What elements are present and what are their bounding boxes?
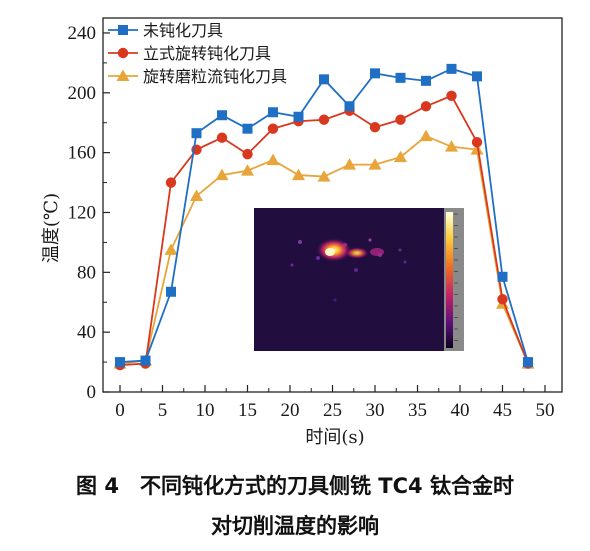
x-tick-label: 20: [281, 400, 300, 421]
x-tick-label: 40: [451, 400, 470, 421]
legend-label: 未钝化刀具: [143, 21, 223, 40]
marker-square: [370, 68, 380, 79]
marker-square: [344, 101, 355, 112]
marker-square: [217, 110, 227, 121]
marker-square: [140, 355, 151, 366]
marker-square: [166, 286, 176, 297]
y-tick-label: 40: [77, 322, 96, 343]
marker-square: [523, 357, 533, 368]
marker-triangle: [116, 69, 130, 81]
legend-label: 立式旋转钝化刀具: [143, 44, 271, 63]
marker-circle: [446, 90, 457, 101]
marker-circle: [242, 148, 253, 160]
marker-square: [395, 72, 406, 83]
marker-circle: [267, 123, 279, 134]
x-tick-label: 0: [115, 400, 125, 421]
y-tick-label: 80: [77, 262, 96, 283]
figure-caption-line2: 对切削温度的影响: [211, 514, 379, 538]
legend-label: 旋转磨粒流钝化刀具: [143, 67, 287, 86]
thermal-speckle: [316, 256, 320, 260]
thermal-speckle: [298, 240, 302, 244]
marker-triangle: [317, 170, 331, 182]
thermal-speckle: [403, 260, 407, 264]
marker-square: [191, 128, 202, 139]
marker-triangle: [419, 129, 433, 142]
y-tick-label: 240: [68, 23, 97, 44]
thermal-speckle: [354, 268, 358, 272]
x-tick-label: 25: [323, 400, 342, 421]
x-tick-label: 5: [158, 400, 168, 421]
marker-circle: [420, 101, 432, 112]
thermal-hotspot: [370, 248, 384, 256]
marker-triangle: [215, 168, 229, 181]
marker-triangle: [343, 158, 356, 170]
marker-square: [242, 123, 253, 134]
x-tick-label: 15: [238, 400, 257, 421]
marker-square: [115, 357, 125, 368]
y-tick-label: 200: [68, 83, 97, 104]
series-layer: [113, 63, 535, 371]
marker-circle: [318, 114, 330, 125]
marker-triangle: [368, 158, 382, 170]
thermal-hotspot-core: [325, 248, 335, 256]
marker-circle: [497, 294, 508, 305]
series-square: [115, 63, 533, 368]
marker-triangle: [470, 143, 484, 155]
marker-circle: [165, 177, 177, 188]
thermal-speckle: [398, 248, 402, 252]
colorbar: [446, 212, 453, 348]
marker-square: [497, 271, 508, 282]
y-tick-label: 160: [68, 143, 97, 164]
marker-square: [293, 111, 304, 122]
marker-triangle: [241, 164, 254, 176]
marker-square: [118, 25, 128, 35]
thermal-image-inset: [254, 208, 464, 351]
thermal-speckle: [333, 298, 337, 302]
y-tick-label: 120: [68, 202, 97, 223]
thermal-speckle: [290, 263, 294, 267]
y-tick-label: 0: [87, 382, 97, 403]
thermal-image-field: [254, 208, 444, 351]
y-axis-title: 温度(℃): [41, 193, 62, 263]
marker-triangle: [445, 140, 458, 152]
x-tick-label: 30: [366, 400, 385, 421]
marker-square: [472, 71, 482, 82]
marker-triangle: [190, 189, 203, 202]
marker-circle: [471, 136, 483, 148]
x-axis-title: 时间(s): [305, 427, 364, 448]
marker-triangle: [394, 150, 407, 163]
marker-square: [268, 107, 278, 118]
temperature-chart: 0 5 10 15 20 25 30 35 40 45 50 0 40 80 120 160 200 240 未钝…: [41, 17, 563, 448]
x-tick-label: 45: [493, 400, 512, 421]
marker-square: [319, 74, 329, 85]
thermal-speckle: [368, 238, 372, 242]
marker-square: [421, 75, 431, 86]
marker-triangle: [292, 168, 305, 181]
marker-circle: [369, 122, 381, 133]
marker-circle: [395, 114, 406, 125]
x-tick-label: 50: [536, 400, 555, 421]
x-tick-label: 35: [408, 400, 427, 421]
marker-triangle: [266, 153, 280, 166]
marker-circle: [117, 47, 129, 59]
x-tick-label: 10: [196, 400, 215, 421]
marker-circle: [216, 132, 228, 143]
marker-triangle: [164, 243, 178, 255]
thermal-hotspot: [345, 247, 369, 259]
figure-caption-line1: 图 4 不同钝化方式的刀具侧铣 TC4 钛合金时: [76, 474, 514, 498]
axes: 0 5 10 15 20 25 30 35 40 45 50 0 40 80 120 160 200 240: [68, 17, 563, 421]
marker-square: [446, 63, 457, 74]
